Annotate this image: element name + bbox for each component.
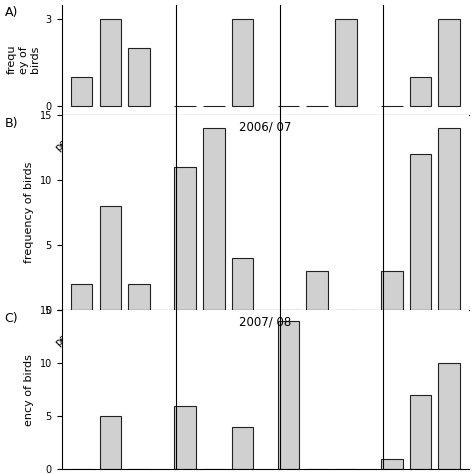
Bar xyxy=(128,284,150,310)
Bar xyxy=(100,416,121,469)
Bar xyxy=(410,154,431,310)
Text: young males: young males xyxy=(74,182,146,191)
Bar xyxy=(335,19,356,106)
Text: young females: young females xyxy=(276,412,358,422)
Bar xyxy=(174,406,196,469)
Text: adult males: adult males xyxy=(181,182,246,191)
Bar xyxy=(438,19,460,106)
Bar xyxy=(100,19,121,106)
Bar xyxy=(381,459,402,469)
Bar xyxy=(410,395,431,469)
Bar xyxy=(278,321,299,469)
Text: B): B) xyxy=(5,117,18,130)
Text: 2007/ 08: 2007/ 08 xyxy=(239,315,292,328)
Bar xyxy=(100,206,121,310)
Bar xyxy=(71,284,92,310)
Text: young females: young females xyxy=(276,182,358,191)
Bar xyxy=(306,271,328,310)
Bar xyxy=(174,167,196,310)
Text: A): A) xyxy=(5,6,18,19)
Bar xyxy=(438,128,460,310)
Text: C): C) xyxy=(5,312,18,325)
Bar xyxy=(438,363,460,469)
Bar xyxy=(128,48,150,106)
Bar xyxy=(232,258,253,310)
Bar xyxy=(232,427,253,469)
Text: young males: young males xyxy=(74,412,146,422)
Y-axis label: ency of birds: ency of birds xyxy=(24,354,34,426)
Bar xyxy=(71,77,92,106)
Bar xyxy=(410,77,431,106)
Text: 2006/ 07: 2006/ 07 xyxy=(239,120,292,134)
Y-axis label: frequ
ey of
birds: frequ ey of birds xyxy=(7,45,40,74)
Bar xyxy=(381,271,402,310)
Text: adult males: adult males xyxy=(181,412,246,422)
Text: adult females: adult females xyxy=(382,182,459,191)
Text: adult females: adult females xyxy=(382,412,459,422)
Bar xyxy=(203,128,225,310)
Bar xyxy=(232,19,253,106)
Y-axis label: frequency of birds: frequency of birds xyxy=(24,162,34,263)
